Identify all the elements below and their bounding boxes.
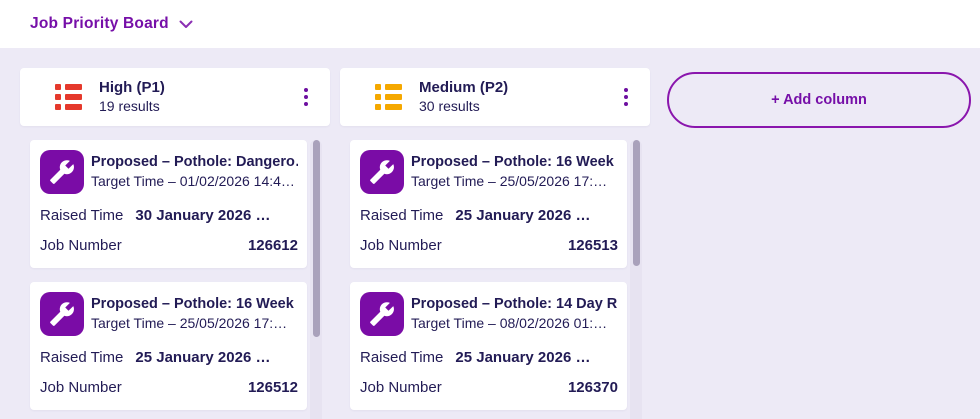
job-card[interactable]: Proposed – Pothole: 16 Week … Target Tim… bbox=[350, 140, 627, 268]
kebab-icon bbox=[624, 88, 628, 92]
add-column-button[interactable]: + Add column bbox=[667, 72, 971, 128]
card-target-time: Target Time – 25/05/2026 17:… bbox=[411, 173, 608, 190]
card-target-time: Target Time – 25/05/2026 17:… bbox=[91, 315, 288, 332]
job-number-value: 126513 bbox=[567, 237, 618, 254]
scrollbar-thumb[interactable] bbox=[632, 140, 640, 266]
job-number-value: 126512 bbox=[247, 379, 298, 396]
card-title: Proposed – Pothole: 16 Week … bbox=[411, 153, 618, 170]
raised-time-value: 25 January 2026 … bbox=[135, 349, 271, 366]
top-bar: Job Priority Board bbox=[0, 0, 980, 48]
column-scrollbar bbox=[630, 140, 642, 419]
board-selector[interactable]: Job Priority Board bbox=[30, 15, 193, 33]
scrollbar-thumb[interactable] bbox=[312, 140, 320, 337]
priority-board: High (P1) 19 results Proposed – Pothole:… bbox=[0, 48, 980, 419]
kebab-icon bbox=[304, 88, 308, 92]
card-target-time: Target Time – 08/02/2026 01:… bbox=[411, 315, 608, 332]
raised-time-value: 30 January 2026 … bbox=[135, 207, 271, 224]
column-scrollbar bbox=[310, 140, 322, 419]
card-title: Proposed – Pothole: 16 Week … bbox=[91, 295, 298, 312]
job-card[interactable]: Proposed – Pothole: 14 Day R… Target Tim… bbox=[350, 282, 627, 410]
job-number-value: 126612 bbox=[247, 237, 298, 254]
card-list: Proposed – Pothole: Dangero… Target Time… bbox=[30, 140, 307, 410]
column-result-count: 19 results bbox=[99, 98, 160, 115]
raised-time-label: Raised Time bbox=[360, 349, 444, 366]
raised-time-value: 25 January 2026 … bbox=[455, 207, 591, 224]
job-card[interactable]: Proposed – Pothole: Dangero… Target Time… bbox=[30, 140, 307, 268]
job-number-label: Job Number bbox=[360, 379, 442, 396]
job-number-value: 126370 bbox=[567, 379, 618, 396]
raised-time-label: Raised Time bbox=[40, 349, 124, 366]
list-icon bbox=[55, 83, 82, 111]
job-number-label: Job Number bbox=[40, 379, 122, 396]
raised-time-label: Raised Time bbox=[360, 207, 444, 224]
job-number-label: Job Number bbox=[40, 237, 122, 254]
column-title: High (P1) bbox=[99, 78, 165, 96]
raised-time-label: Raised Time bbox=[40, 207, 124, 224]
wrench-icon bbox=[40, 150, 84, 194]
wrench-icon bbox=[40, 292, 84, 336]
list-icon bbox=[375, 83, 402, 111]
card-title: Proposed – Pothole: Dangero… bbox=[91, 153, 298, 170]
raised-time-value: 25 January 2026 … bbox=[455, 349, 591, 366]
job-card[interactable]: Proposed – Pothole: 16 Week … Target Tim… bbox=[30, 282, 307, 410]
page-title: Job Priority Board bbox=[30, 15, 169, 32]
card-title: Proposed – Pothole: 14 Day R… bbox=[411, 295, 618, 312]
column-title: Medium (P2) bbox=[419, 78, 509, 96]
column-menu-button[interactable] bbox=[300, 84, 312, 110]
chevron-down-icon bbox=[179, 20, 193, 28]
card-target-time: Target Time – 01/02/2026 14:4… bbox=[91, 173, 295, 190]
column-high-p1: High (P1) 19 results Proposed – Pothole:… bbox=[20, 68, 330, 419]
wrench-icon bbox=[360, 150, 404, 194]
card-list: Proposed – Pothole: 16 Week … Target Tim… bbox=[350, 140, 627, 410]
job-number-label: Job Number bbox=[360, 237, 442, 254]
column-medium-p2: Medium (P2) 30 results Proposed – Pothol… bbox=[340, 68, 650, 419]
column-result-count: 30 results bbox=[419, 98, 480, 115]
column-header: Medium (P2) 30 results bbox=[340, 68, 650, 126]
column-menu-button[interactable] bbox=[620, 84, 632, 110]
column-header: High (P1) 19 results bbox=[20, 68, 330, 126]
wrench-icon bbox=[360, 292, 404, 336]
